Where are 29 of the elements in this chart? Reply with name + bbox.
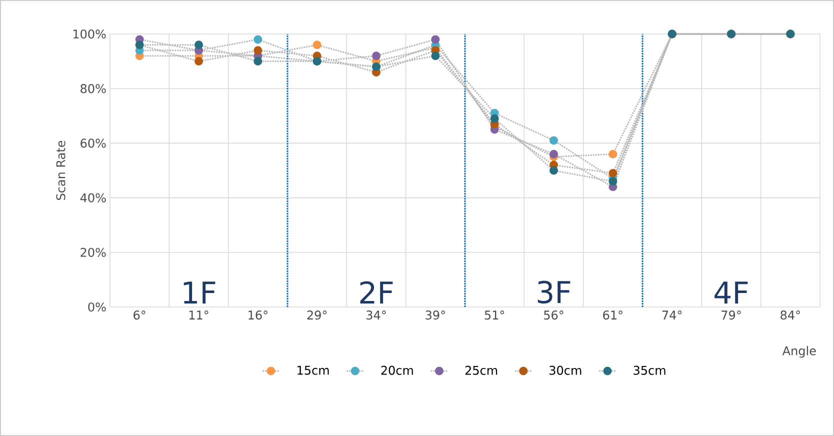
- y-tick-label: 60%: [80, 138, 106, 148]
- legend-label: 35cm: [634, 366, 666, 375]
- y-tick-label: 0%: [88, 302, 106, 312]
- legend-label: 30cm: [550, 366, 582, 375]
- x-tick-label: 6°: [134, 310, 146, 320]
- x-tick-label: 39°: [426, 310, 445, 320]
- annotation: 2F: [360, 281, 393, 304]
- annotation: 4F: [714, 282, 748, 304]
- y-tick-label: 100%: [73, 29, 106, 39]
- x-tick-label: 29°: [307, 310, 327, 320]
- x-tick-label: 34°: [366, 310, 386, 320]
- legend-label: 20cm: [381, 366, 413, 375]
- x-tick-label: 16°: [248, 310, 268, 320]
- x-tick-label: 56°: [544, 310, 564, 320]
- annotation: 3F: [538, 280, 570, 304]
- y-tick-label: 80%: [80, 84, 106, 94]
- y-tick-label: 20%: [80, 248, 106, 257]
- x-axis-title: Angle: [782, 346, 816, 358]
- legend-label: 25cm: [465, 366, 498, 375]
- x-tick-label: 79°: [722, 310, 741, 320]
- y-tick-label: 40%: [80, 193, 106, 202]
- x-tick-label: 11°: [189, 310, 208, 320]
- x-tick-label: 51°: [484, 310, 504, 320]
- x-tick-label: 61°: [603, 310, 622, 320]
- legend-label: 15cm: [298, 366, 329, 375]
- x-tick-label: 74°: [662, 310, 682, 320]
- x-tick-label: 84°: [780, 310, 800, 320]
- y-axis-title: Scan Rate: [56, 140, 66, 200]
- annotation: 1F: [184, 282, 216, 304]
